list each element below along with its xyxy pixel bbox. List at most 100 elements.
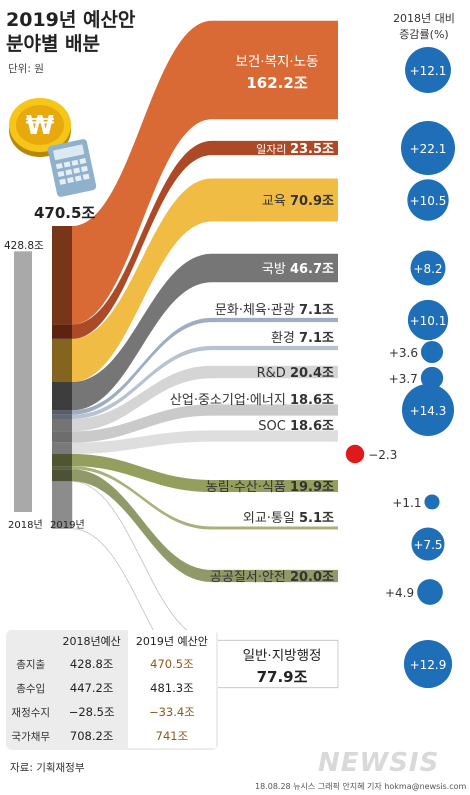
category-label: 농림·수산·식품 19.9조	[206, 480, 334, 495]
summary-row-label: 국가채무	[11, 730, 51, 743]
change-circle-layer: +12.1 +22.1 +10.5 +8.2 +10.1 +3.6 +3.7 +14.3 −2.…	[345, 47, 455, 689]
source-segment-2	[52, 338, 72, 382]
source-segment-11	[52, 469, 72, 482]
calculator-icon	[47, 139, 97, 197]
summary-value-2019: 741조	[127, 724, 216, 748]
summary-value-2019: −33.4조	[127, 700, 216, 724]
summary-row-label: 총수입	[16, 682, 46, 695]
category-value: 20.4조	[290, 366, 334, 381]
change-header-line2: 증감률(%)	[399, 28, 448, 41]
table-row: 총수입 447.2조 481.3조	[6, 676, 216, 700]
source-segment-9	[52, 454, 72, 467]
category-label: 국방 46.7조	[262, 262, 334, 277]
flow-band-5	[72, 345, 338, 419]
category-label: 교육 70.9조	[262, 194, 334, 209]
unit-label: 단위: 원	[8, 62, 44, 75]
change-circle	[417, 579, 443, 605]
category-value: 19.9조	[290, 480, 334, 495]
source-segment-4	[52, 410, 72, 415]
category-name: 환경	[271, 331, 299, 346]
summary-value-2018: 708.2조	[69, 729, 114, 743]
category-label: 문화·체육·관광 7.1조	[215, 303, 334, 318]
change-label: +7.5	[413, 538, 442, 552]
source-segment-1	[52, 324, 72, 339]
summary-table: 2018년예산 2019년 예산안 총지출 428.8조 470.5조 총수입 …	[6, 630, 216, 748]
table-row: 총지출 428.8조 470.5조	[6, 652, 216, 676]
flow-band-4	[72, 317, 338, 415]
source-segment-8	[52, 442, 72, 455]
change-label: +8.2	[413, 262, 442, 276]
change-circle	[407, 179, 449, 221]
category-value: 70.9조	[290, 194, 334, 209]
change-circle	[407, 299, 449, 341]
category-label: 환경 7.1조	[271, 331, 334, 346]
change-circle	[420, 366, 444, 390]
change-label: +1.1	[392, 496, 421, 510]
total-2019-label: 470.5조	[34, 204, 95, 222]
category-value: 7.1조	[299, 303, 334, 318]
flow-band-9	[72, 454, 338, 493]
category-name: 공공질서·안전	[210, 570, 290, 585]
chart-title-line1: 2019년 예산안	[6, 9, 136, 31]
category-name: 농림·수산·식품	[206, 480, 290, 495]
change-circle	[401, 121, 455, 175]
change-circle	[424, 494, 440, 510]
category-name: 국방	[262, 262, 290, 277]
flow-band-3	[72, 253, 338, 411]
change-label: +3.6	[389, 346, 418, 360]
change-circle	[403, 639, 453, 689]
table-row: 재정수지 −28.5조 −33.4조	[6, 700, 216, 724]
category-value: 77.9조	[257, 668, 308, 686]
change-label: +12.1	[410, 64, 447, 78]
category-value: 18.6조	[290, 419, 334, 434]
category-name: 교육	[262, 194, 290, 209]
axis-2019-label: 2019년	[50, 519, 85, 531]
flow-band-10	[72, 466, 338, 530]
change-label: +12.9	[410, 658, 447, 672]
change-circle	[401, 383, 455, 437]
flow-band-1	[72, 140, 338, 339]
source-segment-3	[52, 381, 72, 411]
chart-title-line2: 분야별 배분	[6, 33, 100, 55]
category-name: 외교·통일	[243, 511, 299, 526]
source-segment-6	[52, 418, 72, 432]
change-header-line1: 2018년 대비	[393, 12, 455, 25]
category-label: 일자리 23.5조	[256, 142, 334, 157]
source-segment-0	[52, 226, 72, 325]
flow-band-2	[72, 178, 338, 382]
total-2018-label: 428.8조	[4, 240, 44, 252]
change-circle	[405, 47, 451, 93]
summary-value-2018: 428.8조	[69, 657, 114, 671]
category-name: 산업·중소기업·에너지	[170, 393, 290, 408]
category-label: 산업·중소기업·에너지 18.6조	[170, 393, 334, 408]
change-label: +10.1	[410, 314, 447, 328]
change-circle	[411, 527, 445, 561]
bar-2018	[14, 251, 32, 512]
change-circle	[420, 340, 444, 364]
won-coin-icon: ₩	[9, 98, 71, 157]
axis-2018-label: 2018년	[8, 519, 43, 531]
source-segment-12	[52, 481, 72, 529]
change-label: +14.3	[410, 404, 447, 418]
change-label: +3.7	[389, 372, 418, 386]
category-name: 보건·복지·노동	[235, 54, 318, 70]
summary-header-2019: 2019년 예산안	[127, 630, 216, 652]
summary-row-label: 재정수지	[11, 706, 51, 719]
change-circle	[345, 444, 365, 464]
flow-band-8	[72, 430, 338, 455]
newsis-watermark: NEWSIS	[318, 748, 440, 778]
category-value: 18.6조	[290, 393, 334, 408]
category-label: R&D 20.4조	[257, 366, 334, 381]
category-name: 문화·체육·관광	[215, 303, 299, 318]
category-label: 공공질서·안전 20.0조	[210, 570, 334, 585]
summary-header-2018: 2018년예산	[62, 635, 121, 648]
category-value: 23.5조	[290, 142, 334, 157]
flow-band-6	[72, 365, 338, 432]
source-segment-7	[52, 431, 72, 443]
category-name: R&D	[257, 366, 290, 381]
graphic-credit: 18.08.28 뉴시스 그래픽 안지혜 기자 hokma@newsis.com	[255, 782, 467, 791]
category-name: 일자리	[256, 142, 290, 156]
category-name: 일반·지방행정	[243, 648, 322, 664]
